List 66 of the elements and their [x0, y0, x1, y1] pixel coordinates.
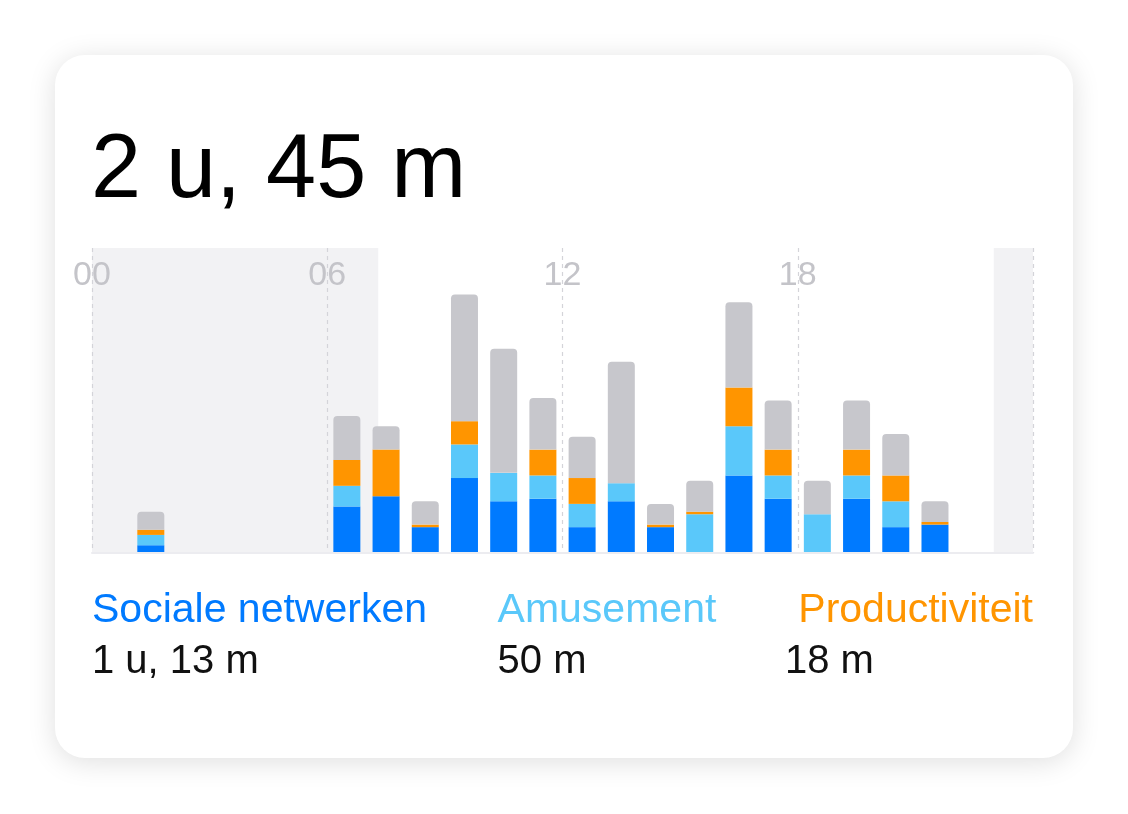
bar — [450, 421, 478, 445]
bar — [333, 459, 361, 486]
chart-title: 2 u, 45 m — [91, 116, 467, 216]
bar — [686, 514, 714, 553]
bar — [764, 449, 792, 476]
bar — [137, 545, 165, 553]
bar — [137, 511, 165, 530]
bar — [764, 498, 792, 553]
bar — [882, 527, 910, 553]
bar — [882, 434, 910, 476]
bar — [450, 294, 478, 422]
bar — [607, 483, 635, 502]
bar — [450, 478, 478, 553]
bar — [568, 503, 596, 528]
series-label: Amusement — [497, 585, 717, 631]
bar — [843, 449, 871, 476]
bar — [725, 475, 753, 553]
bar — [607, 501, 635, 553]
text: 1 u, 13 m — [92, 637, 259, 681]
text: 18 m — [785, 637, 874, 681]
bar — [725, 387, 753, 427]
bar — [568, 436, 596, 479]
x-tick-label: 18 — [778, 254, 817, 292]
bar — [450, 444, 478, 479]
bar — [843, 498, 871, 553]
bar — [882, 475, 910, 502]
bar — [411, 527, 439, 553]
bar — [725, 302, 753, 388]
series-label: Sociale netwerken — [92, 585, 428, 631]
x-tick-label: 12 — [543, 254, 582, 292]
bar — [529, 397, 557, 450]
bar — [921, 524, 949, 553]
bar — [490, 348, 518, 473]
bar — [372, 496, 400, 553]
bar — [764, 400, 792, 450]
bar — [921, 501, 949, 522]
bar — [882, 501, 910, 528]
bar — [529, 449, 557, 476]
bar — [921, 521, 949, 525]
bar — [686, 480, 714, 512]
bar — [372, 426, 400, 450]
bar — [843, 475, 871, 499]
bar — [647, 527, 675, 553]
bar — [764, 475, 792, 499]
bar — [529, 475, 557, 499]
bar — [568, 527, 596, 553]
bar — [725, 426, 753, 476]
bar — [372, 449, 400, 497]
bar — [333, 416, 361, 460]
bar — [411, 501, 439, 525]
bar — [803, 480, 831, 515]
bar — [529, 498, 557, 553]
bar — [803, 514, 831, 553]
bar — [333, 506, 361, 553]
bar — [607, 361, 635, 484]
text: 50 m — [497, 637, 587, 681]
bar — [490, 472, 518, 502]
bar — [647, 503, 675, 525]
x-tick-label: 00 — [73, 254, 111, 292]
bar — [490, 501, 518, 553]
text: Productiviteit — [798, 585, 1034, 631]
bar — [137, 534, 165, 546]
bar — [137, 529, 165, 535]
bar — [333, 485, 361, 507]
bar — [568, 478, 596, 504]
bar — [843, 400, 871, 450]
